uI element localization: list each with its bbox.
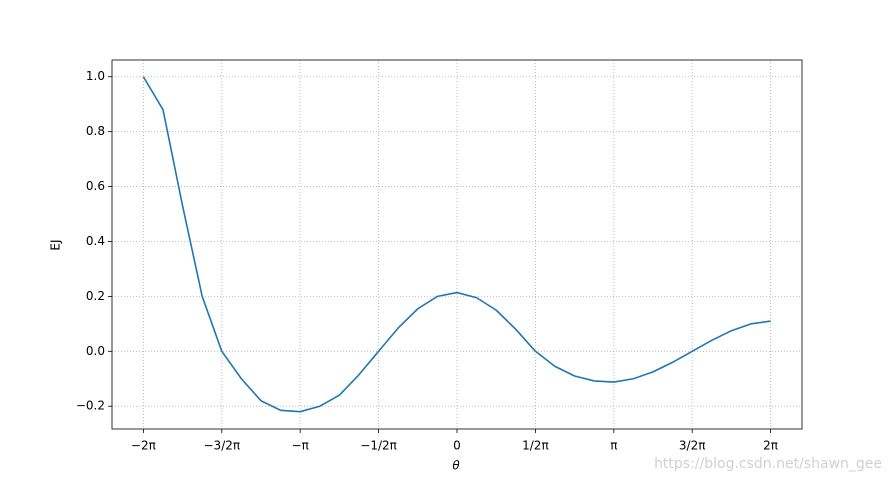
x-tick-label: 0 xyxy=(453,439,461,453)
x-tick-label: −2π xyxy=(131,439,156,453)
y-tick-label: 0.6 xyxy=(86,179,105,193)
x-tick-label: −3/2π xyxy=(204,439,241,453)
y-tick-label: 0.0 xyxy=(86,344,105,358)
x-tick-label: −π xyxy=(292,439,309,453)
y-tick-label: 0.4 xyxy=(86,234,105,248)
y-tick-label: 1.0 xyxy=(86,69,105,83)
data-line xyxy=(142,76,771,413)
y-tick-label: 0.8 xyxy=(86,124,105,138)
x-tick-label: 3/2π xyxy=(679,439,706,453)
x-axis-label: θ xyxy=(452,459,460,473)
watermark: https://blog.csdn.net/shawn_gee xyxy=(654,456,882,472)
plot-frame xyxy=(111,59,803,430)
y-axis-label: EJ xyxy=(49,239,63,250)
x-tick-label: −1/2π xyxy=(360,439,397,453)
y-tick-label: 0.2 xyxy=(86,289,105,303)
x-tick-label: π xyxy=(610,439,617,453)
x-tick-label: 2π xyxy=(763,439,778,453)
x-tick-label: 1/2π xyxy=(522,439,549,453)
y-tick-label: −0.2 xyxy=(76,399,105,413)
